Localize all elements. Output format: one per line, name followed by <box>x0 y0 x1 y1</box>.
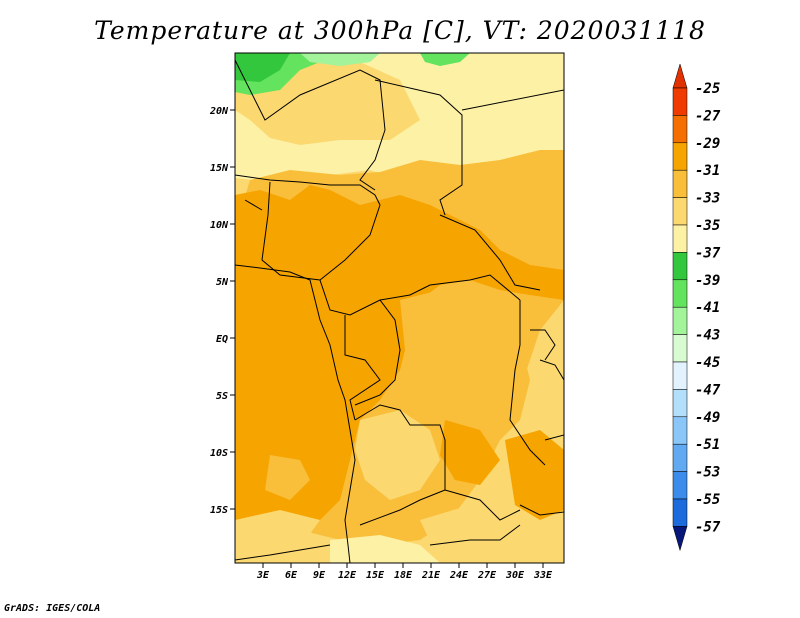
country-borders <box>235 59 564 561</box>
colorbar-top-arrow <box>672 63 688 89</box>
longitude-axis: 3E 6E 9E 12E 15E 18E 21E 24E 27E 30E 33E <box>256 563 553 581</box>
lon-label: 27E <box>477 570 497 581</box>
lat-label: 10S <box>210 448 228 459</box>
colorbar-label: -51 <box>695 437 720 453</box>
colorbar-bin <box>672 416 688 445</box>
lat-label: 5N <box>216 277 229 288</box>
colorbar-bin <box>672 334 688 363</box>
colorbar-label: -31 <box>695 163 720 179</box>
lat-label: 10N <box>210 220 229 231</box>
colorbar-label: -37 <box>695 245 721 261</box>
colorbar-bin <box>672 361 688 390</box>
colorbar-label: -43 <box>695 328 720 344</box>
lat-label: 15N <box>210 163 229 174</box>
colorbar-label: -45 <box>695 355 720 371</box>
lon-label: 6E <box>285 570 298 581</box>
temperature-field <box>235 53 564 563</box>
lon-label: 21E <box>421 570 441 581</box>
coastline <box>235 264 356 563</box>
grads-credit: GrADS: IGES/COLA <box>4 603 101 614</box>
colorbar-label: -41 <box>695 300 720 316</box>
map-title: Temperature at 300hPa [C], VT: 202003111… <box>94 16 706 45</box>
colorbar-bin <box>672 498 688 527</box>
colorbar-label: -39 <box>695 273 720 289</box>
lon-label: 18E <box>394 570 413 581</box>
colorbar-label: -49 <box>695 410 720 426</box>
lat-label: 15S <box>210 505 228 516</box>
lon-label: 3E <box>256 570 270 581</box>
lon-label: 24E <box>449 570 469 581</box>
colorbar-bin <box>672 252 688 281</box>
lon-label: 12E <box>338 570 357 581</box>
map-frame <box>234 52 565 564</box>
colorbar-bin <box>672 306 688 335</box>
lat-label: 5S <box>216 391 228 402</box>
latitude-axis: 20N 15N 10N 5N EQ 5S 10S 15S <box>209 106 235 516</box>
colorbar-bottom-arrow <box>672 526 688 552</box>
lat-label: EQ <box>216 334 228 345</box>
colorbar-label: -55 <box>695 492 720 508</box>
colorbar-bin <box>672 279 688 308</box>
colorbar-bin <box>672 115 688 144</box>
colorbar-label: -53 <box>695 465 720 481</box>
colorbar-label: -33 <box>695 191 720 207</box>
colorbar-bin <box>672 224 688 253</box>
colorbar-label: -57 <box>695 519 721 535</box>
colorbar-bin <box>672 142 688 171</box>
lon-label: 33E <box>533 570 553 581</box>
colorbar-label: -25 <box>695 81 720 97</box>
colorbar-bin <box>672 197 688 226</box>
colorbar-label: -27 <box>695 108 721 124</box>
colorbar-bin <box>672 471 688 500</box>
lat-label: 20N <box>209 106 229 117</box>
colorbar-bin <box>672 87 688 116</box>
colorbar-bin <box>672 389 688 418</box>
colorbar-label: -35 <box>695 218 720 234</box>
colorbar-bin <box>672 169 688 198</box>
lon-label: 15E <box>366 570 385 581</box>
lon-label: 30E <box>505 570 525 581</box>
colorbar-label: -47 <box>695 382 721 398</box>
colorbar-bin <box>672 443 688 472</box>
colorbar-label: -29 <box>695 136 720 152</box>
lon-label: 9E <box>313 570 326 581</box>
colorbar: -25 -27 -29 -31 -33 -35 -37 -39 -41 -43 -45 -47 -49 -… <box>672 63 721 552</box>
